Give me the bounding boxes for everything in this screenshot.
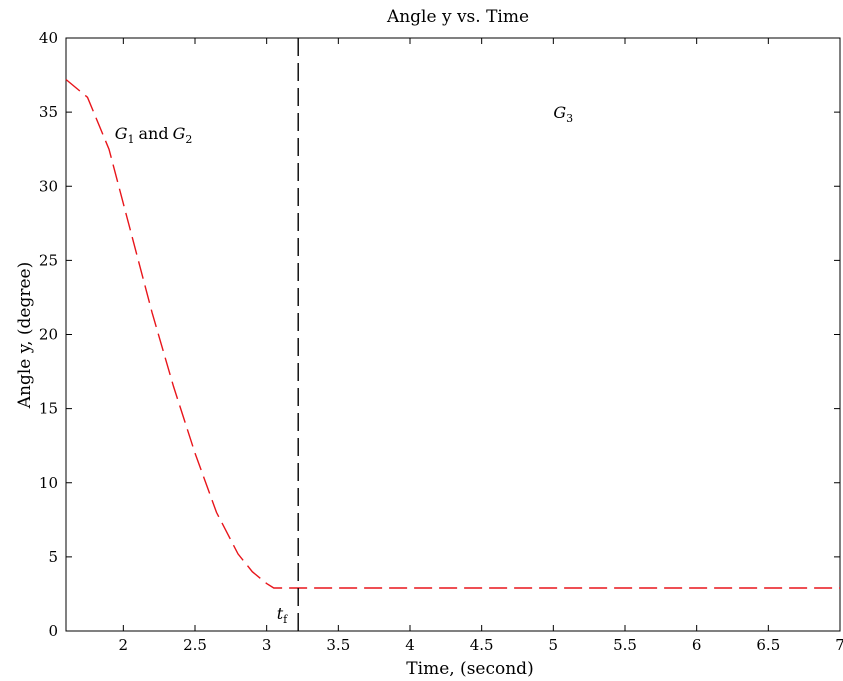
series-layer	[65, 78, 840, 589]
x-tick-label: 3.5	[326, 636, 350, 654]
annotation-part: t	[277, 604, 284, 623]
x-tick-label: 5.5	[613, 636, 637, 654]
y-tick-label: 10	[39, 474, 58, 492]
series-line	[65, 78, 840, 589]
ticks-layer: 2 2.5 3 3.5 4 4.5 5 5.5 6 6.5 7 0 5 10 15 20 25 30 35 40	[39, 29, 843, 654]
y-tick-label: 15	[39, 400, 58, 418]
annotation-part: 1	[128, 133, 135, 146]
annotation-part: G	[173, 124, 186, 143]
y-tick-label: 5	[48, 548, 58, 566]
x-tick-label: 4.5	[470, 636, 494, 654]
chart-title: Angle y vs. Time	[386, 7, 529, 27]
y-tick-label: 30	[39, 177, 58, 195]
y-tick-label: 40	[39, 29, 58, 47]
y-tick-label: 25	[39, 251, 58, 269]
annotation-part: f	[283, 613, 288, 626]
y-axis-title: Angle y, (degree)	[15, 262, 35, 410]
annotation-g3: G3	[553, 103, 573, 125]
x-tick-label: 3	[262, 636, 272, 654]
annotation-part: G	[115, 124, 128, 143]
y-tick-label: 20	[39, 326, 58, 344]
x-tick-label: 4	[405, 636, 415, 654]
x-tick-label: 6	[692, 636, 702, 654]
y-tick-label: 0	[48, 622, 58, 640]
annotation-tf: tf	[277, 604, 288, 626]
x-tick-label: 7	[835, 636, 843, 654]
y-tick-label: 35	[39, 103, 58, 121]
annotation-g1g2: G1 and G2	[115, 124, 193, 146]
annotation-part: 3	[566, 112, 573, 125]
annotation-part: 2	[185, 133, 192, 146]
x-tick-label: 2	[119, 636, 129, 654]
x-tick-label: 2.5	[183, 636, 207, 654]
x-tick-label: 5	[549, 636, 559, 654]
annotation-part: and	[139, 124, 169, 143]
annotation-part: G	[553, 103, 566, 122]
x-tick-label: 6.5	[756, 636, 780, 654]
x-axis-title: Time, (second)	[406, 659, 533, 679]
